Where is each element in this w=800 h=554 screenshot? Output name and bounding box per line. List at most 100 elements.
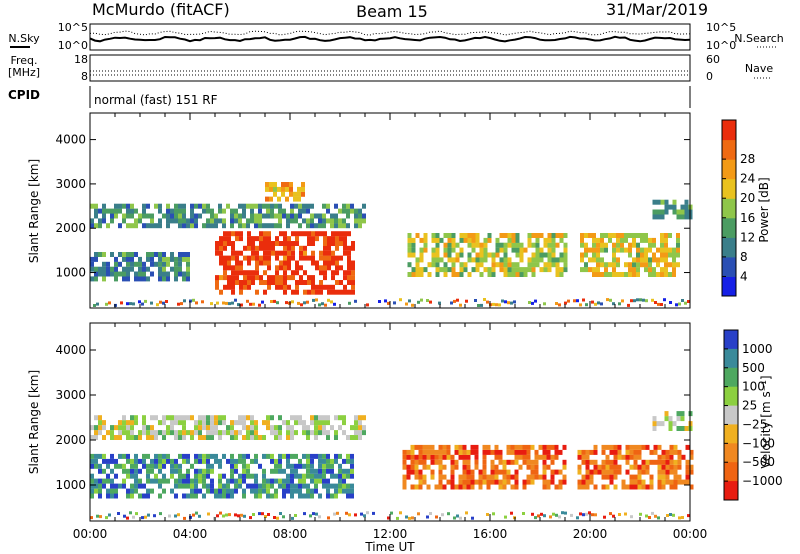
power-echo-cell xyxy=(267,241,271,246)
power-echo-cell xyxy=(596,242,600,248)
power-echo-cell xyxy=(507,262,512,268)
velocity-echo-cell xyxy=(514,474,519,480)
velocity-echo-cell xyxy=(150,430,154,436)
velocity-echo-cell xyxy=(126,468,130,474)
power-echo-cell xyxy=(283,275,287,281)
power-ground-scatter-cell xyxy=(591,300,594,304)
velocity-echo-cell xyxy=(450,464,455,470)
power-echo-cell xyxy=(150,252,154,257)
power-echo-cell xyxy=(632,257,636,263)
power-ground-scatter-cell xyxy=(543,302,546,306)
power-echo-cell xyxy=(235,236,239,242)
power-echo-cell xyxy=(219,241,223,246)
power-echo-cell xyxy=(543,262,548,268)
velocity-echo-cell xyxy=(482,469,487,475)
velocity-echo-cell xyxy=(657,459,662,465)
velocity-ground-scatter-cell xyxy=(585,512,588,516)
station-title: McMurdo (fitACF) xyxy=(92,0,230,19)
power-echo-cell xyxy=(122,218,126,224)
power-echo-cell xyxy=(427,272,432,277)
velocity-echo-cell xyxy=(673,464,678,470)
velocity-ground-scatter-cell xyxy=(486,513,489,516)
velocity-echo-cell xyxy=(609,449,614,455)
power-echo-cell xyxy=(672,262,676,268)
power-echo-cell xyxy=(624,262,628,268)
velocity-echo-cell xyxy=(633,454,638,460)
power-echo-cell xyxy=(330,223,334,229)
velocity-echo-cell xyxy=(202,473,206,479)
velocity-echo-cell xyxy=(254,483,258,489)
velocity-echo-cell xyxy=(438,484,443,490)
velocity-echo-cell xyxy=(406,449,411,455)
power-echo-cell xyxy=(162,213,166,219)
velocity-echo-cell xyxy=(278,483,282,489)
power-echo-cell xyxy=(584,252,588,258)
velocity-colorbar-tick-label: −1000 xyxy=(742,474,783,488)
power-echo-cell xyxy=(475,233,480,238)
power-echo-cell xyxy=(90,276,94,282)
velocity-echo-cell xyxy=(234,468,238,474)
velocity-echo-cell xyxy=(514,469,519,475)
power-echo-cell xyxy=(215,245,219,251)
power-echo-cell xyxy=(223,270,227,276)
velocity-echo-cell xyxy=(342,420,346,426)
velocity-echo-cell xyxy=(166,458,170,464)
power-echo-cell xyxy=(640,237,644,243)
power-colorbar-segment xyxy=(722,139,736,160)
velocity-echo-cell xyxy=(585,479,590,485)
velocity-echo-cell xyxy=(234,483,238,489)
velocity-ground-scatter-cell xyxy=(447,512,450,516)
velocity-ground-scatter-cell xyxy=(510,511,513,515)
power-echo-cell xyxy=(539,252,544,258)
power-echo-cell xyxy=(182,213,186,219)
power-echo-cell xyxy=(222,208,226,214)
velocity-echo-cell xyxy=(522,449,527,455)
velocity-echo-cell xyxy=(617,444,622,450)
power-ground-scatter-cell xyxy=(192,298,195,302)
power-ground-scatter-cell xyxy=(252,302,255,306)
velocity-echo-cell xyxy=(593,459,598,465)
velocity-echo-cell xyxy=(486,484,491,490)
velocity-ground-scatter-cell xyxy=(240,513,243,517)
velocity-ground-scatter-cell xyxy=(294,514,297,517)
power-echo-cell xyxy=(668,262,672,268)
velocity-echo-cell xyxy=(689,469,694,475)
velocity-echo-cell xyxy=(314,488,318,494)
power-echo-cell xyxy=(358,223,362,229)
power-echo-cell xyxy=(271,245,275,251)
power-echo-cell xyxy=(142,223,146,229)
velocity-echo-cell xyxy=(98,468,102,474)
velocity-echo-cell xyxy=(462,479,467,485)
velocity-ground-scatter-cell xyxy=(90,516,93,520)
velocity-ground-scatter-cell xyxy=(282,515,285,519)
velocity-echo-cell xyxy=(474,464,479,470)
velocity-echo-cell xyxy=(190,493,194,499)
power-echo-cell xyxy=(495,242,500,248)
velocity-echo-cell xyxy=(342,488,346,494)
velocity-echo-cell xyxy=(94,488,98,494)
power-echo-cell xyxy=(351,284,355,290)
velocity-echo-cell xyxy=(645,484,650,490)
velocity-echo-cell xyxy=(334,473,338,479)
velocity-echo-cell xyxy=(518,449,523,455)
power-ground-scatter-cell xyxy=(384,299,387,303)
power-echo-cell xyxy=(515,252,520,258)
velocity-ground-scatter-cell xyxy=(594,513,597,517)
velocity-echo-cell xyxy=(446,479,451,485)
power-echo-cell xyxy=(230,218,234,224)
velocity-echo-cell xyxy=(154,463,158,469)
velocity-ground-scatter-cell xyxy=(309,514,312,518)
velocity-ground-scatter-cell xyxy=(645,514,648,518)
power-echo-cell xyxy=(604,272,608,277)
power-echo-cell xyxy=(174,261,178,267)
power-echo-cell xyxy=(235,265,239,271)
power-colorbar-segment xyxy=(722,276,736,297)
power-echo-cell xyxy=(499,242,504,248)
velocity-echo-cell xyxy=(522,454,527,460)
velocity-echo-cell xyxy=(254,453,258,459)
velocity-echo-cell xyxy=(685,474,690,480)
velocity-echo-cell xyxy=(206,463,210,469)
velocity-echo-cell xyxy=(238,483,242,489)
velocity-echo-cell xyxy=(170,430,174,436)
